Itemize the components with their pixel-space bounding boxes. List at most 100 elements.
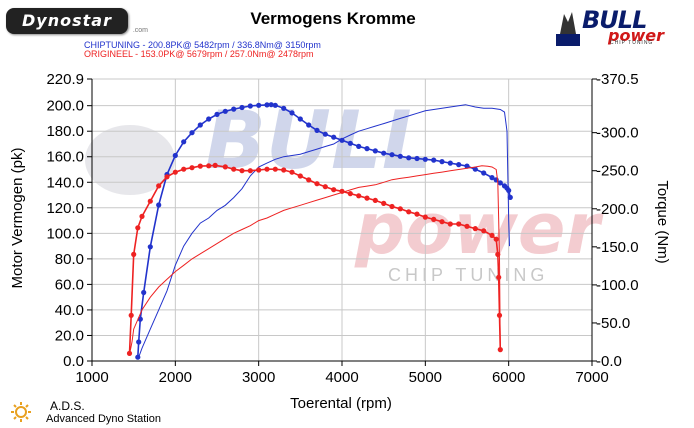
chiptuning-torque-point — [322, 131, 328, 137]
brand-tag: CHIP TUNING — [610, 40, 654, 46]
chiptuning-torque-point — [439, 159, 445, 165]
chiptuning-torque-point — [397, 153, 403, 159]
x-tick-label: 4000 — [325, 369, 358, 386]
chiptuning-torque-point — [222, 108, 228, 114]
ads-title: A.D.S. — [50, 399, 85, 413]
chiptuning-torque-point — [147, 244, 153, 250]
x-tick-label: 1000 — [75, 369, 108, 386]
y2-tick-label: -200.0 — [596, 201, 639, 218]
bull-icon — [556, 12, 580, 46]
dynostar-logo-text: Dynostar — [22, 11, 112, 30]
chiptuning-torque-point — [181, 139, 187, 145]
origineel-torque-point — [489, 232, 495, 238]
chiptuning-torque-point — [414, 155, 420, 162]
origineel-torque-point — [247, 168, 253, 174]
ads-subtitle: Advanced Dyno Station — [46, 413, 161, 425]
origineel-torque-point — [197, 163, 203, 169]
ads-footer: A.D.S. Advanced Dyno Station — [8, 399, 188, 427]
origineel-torque-point — [239, 168, 245, 174]
y-tick-label: 100.0 — [46, 225, 84, 242]
brand-main: BULL — [582, 6, 647, 34]
chiptuning-torque-point — [297, 116, 303, 122]
x-axis-label: Toerental (rpm) — [290, 395, 392, 412]
chiptuning-torque-point — [406, 155, 412, 161]
origineel-torque-point — [414, 211, 420, 217]
origineel-torque-point — [493, 236, 499, 242]
chiptuning-torque-point — [506, 187, 512, 194]
chiptuning-torque-point — [206, 116, 212, 122]
chiptuning-power-line — [138, 104, 510, 358]
origineel-torque-point — [206, 163, 212, 169]
origineel-torque-point — [389, 203, 395, 210]
chiptuning-torque-point — [272, 102, 278, 108]
origineel-torque-point — [231, 166, 237, 172]
chiptuning-torque-point — [489, 175, 495, 181]
origineel-torque-point — [397, 206, 403, 212]
origineel-torque-point — [372, 197, 378, 203]
chiptuning-torque-point — [356, 143, 362, 149]
origineel-torque-point — [135, 225, 141, 231]
brand-sub: power — [608, 26, 664, 45]
origineel-torque-point — [131, 251, 137, 257]
chiptuning-torque-point — [239, 104, 245, 111]
origineel-torque-point — [456, 221, 462, 227]
x-tick-label: 2000 — [159, 369, 192, 386]
origineel-power-line — [129, 165, 501, 355]
y-tick-label: 160.0 — [46, 149, 84, 166]
chiptuning-torque-point — [447, 160, 453, 166]
origineel-torque-point — [406, 209, 412, 215]
y-tick-label: 120.0 — [46, 200, 84, 217]
chiptuning-torque-point — [231, 106, 237, 112]
axes: 1000 2000 3000 4000 5000 6000 7000 0.0 20.0 40.0 6… — [46, 71, 638, 386]
origineel-torque-point — [128, 312, 134, 318]
y-tick-label: 220.9 — [46, 71, 84, 88]
chiptuning-torque-point — [156, 202, 162, 208]
x-tick-label: 3000 — [242, 369, 275, 386]
origineel-torque-point — [331, 187, 337, 193]
chiptuning-torque-point — [331, 134, 337, 140]
y-tick-label: 80.0 — [55, 251, 84, 268]
y2-tick-label: -150.0 — [596, 239, 639, 256]
origineel-torque-point — [422, 214, 428, 220]
chiptuning-torque-point — [472, 166, 478, 172]
chiptuning-torque-point — [381, 150, 387, 156]
chiptuning-torque-point — [464, 163, 470, 169]
origineel-torque-point — [496, 274, 502, 280]
chiptuning-torque-point — [507, 194, 513, 200]
y2-tick-label: -0.0 — [596, 353, 622, 370]
chiptuning-torque-point — [481, 170, 487, 176]
y2-tick-label: -300.0 — [596, 125, 639, 142]
chiptuning-torque-point — [256, 102, 262, 108]
y-tick-label: 20.0 — [55, 327, 84, 344]
origineel-torque-point — [472, 226, 478, 232]
watermark-tag: CHIP TUNING — [388, 265, 548, 285]
chiptuning-torque-point — [189, 130, 195, 136]
y-tick-label: 0.0 — [63, 353, 84, 370]
chart-title: Vermogens Kromme — [250, 9, 415, 28]
legend-chiptuning: CHIPTUNING - 200.8PK@ 5482rpm / 336.8Nm@… — [84, 40, 321, 50]
origineel-torque-point — [364, 195, 370, 201]
origineel-torque-point — [222, 164, 228, 170]
origineel-torque-point — [381, 200, 387, 206]
origineel-torque-point — [189, 165, 195, 171]
chiptuning-torque-point — [141, 289, 147, 296]
chiptuning-torque-point — [372, 148, 378, 154]
origineel-torque-point — [347, 191, 353, 197]
origineel-torque-point — [314, 181, 320, 187]
bull-watermark-icon — [85, 125, 175, 195]
y-tick-label: 140.0 — [46, 174, 84, 191]
chiptuning-torque-point — [389, 152, 395, 158]
origineel-torque-line — [128, 164, 502, 354]
origineel-torque-point — [356, 193, 362, 199]
origineel-torque-point — [181, 166, 187, 172]
dynostar-logo: Dynostar .com — [6, 8, 148, 34]
origineel-torque-point — [306, 177, 312, 183]
series-layer — [126, 102, 513, 360]
chiptuning-torque-point — [306, 122, 312, 128]
y2-tick-label: -50.0 — [596, 315, 630, 332]
x-tick-label: 7000 — [575, 369, 608, 386]
origineel-torque-point — [464, 223, 470, 229]
legend-origineel: ORIGINEEL - 153.0PK@ 5679rpm / 257.0Nm@ … — [84, 49, 314, 59]
dynostar-logo-suffix: .com — [132, 27, 148, 34]
y-tick-label: 60.0 — [55, 276, 84, 293]
